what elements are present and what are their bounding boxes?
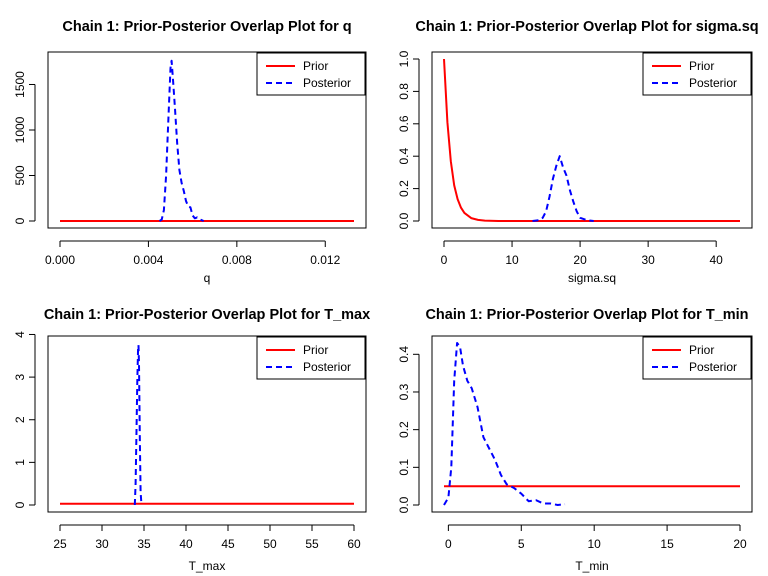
x-tick-label: 35 [137,537,151,551]
x-tick-label: 0.008 [222,253,252,267]
plot-frame [47,335,367,513]
x-tick-label: 50 [263,537,277,551]
y-tick-label: 0.1 [397,459,411,476]
y-tick-label: 0.6 [397,115,411,132]
legend-label: Posterior [303,76,351,90]
x-tick-label: 10 [588,537,602,551]
legend-label: Posterior [689,360,737,374]
legend: Prior Posterior [256,52,366,96]
x-axis: 0.000 0.004 0.008 0.012 [45,240,341,267]
x-tick-label: 40 [710,253,724,267]
series-group [443,58,740,222]
legend-label: Prior [689,59,714,73]
legend: Prior Posterior [642,52,752,96]
x-axis-label: q [204,271,211,285]
y-axis: 0 1 2 3 4 [13,331,36,508]
y-tick-label: 1.0 [397,50,411,67]
x-tick-label: 15 [660,537,674,551]
x-tick-label: 30 [95,537,109,551]
series-line-posterior [133,344,143,506]
series-group [60,59,354,222]
series-line-posterior [443,342,566,506]
y-tick-label: 4 [13,331,27,338]
legend-label: Posterior [303,360,351,374]
x-tick-label: 0.012 [310,253,340,267]
legend-box [642,336,752,380]
x-tick-label: 0.000 [45,253,75,267]
x-tick-label: 25 [53,537,67,551]
y-tick-label: 0.8 [397,83,411,100]
y-tick-label: 0.4 [397,148,411,165]
legend-label: Prior [303,343,328,357]
chart-title: Chain 1: Prior-Posterior Overlap Plot fo… [44,307,370,323]
plot-frame [431,51,753,229]
x-axis-label: sigma.sq [568,271,616,285]
y-tick-label: 0 [13,501,27,508]
series-line-prior [443,58,740,222]
y-tick-label: 1000 [13,116,27,143]
x-axis-label: T_max [189,559,226,573]
y-tick-label: 0.3 [397,383,411,400]
y-tick-label: 1500 [13,71,27,98]
series-line-posterior [158,59,205,222]
chart-panel-3: Chain 1: Prior-Posterior Overlap Plot fo… [13,307,370,573]
plot-frame [431,335,753,513]
y-axis: 0.0 0.2 0.4 0.6 0.8 1.0 [397,50,420,229]
series-line-posterior [532,155,594,222]
x-tick-label: 5 [518,537,525,551]
x-tick-label: 0 [445,537,452,551]
x-tick-label: 0.004 [133,253,163,267]
x-tick-label: 20 [733,537,747,551]
x-tick-label: 30 [641,253,655,267]
y-axis: 0 500 1000 1500 [13,71,36,224]
y-tick-label: 3 [13,373,27,380]
x-tick-label: 45 [221,537,235,551]
x-tick-label: 40 [179,537,193,551]
legend-label: Prior [303,59,328,73]
y-tick-label: 0.0 [397,496,411,513]
x-tick-label: 20 [573,253,587,267]
chart-title: Chain 1: Prior-Posterior Overlap Plot fo… [62,19,351,35]
series-group [60,344,354,506]
y-tick-label: 2 [13,416,27,423]
y-tick-label: 0.2 [397,180,411,197]
plot-frame [47,51,367,229]
panels: Chain 1: Prior-Posterior Overlap Plot fo… [13,19,759,573]
legend-label: Prior [689,343,714,357]
x-tick-label: 0 [441,253,448,267]
x-tick-label: 10 [505,253,519,267]
x-axis-label: T_min [575,559,608,573]
y-axis: 0.0 0.1 0.2 0.3 0.4 [397,346,420,513]
y-tick-label: 0.4 [397,346,411,363]
y-tick-label: 500 [13,165,27,185]
legend: Prior Posterior [642,336,752,380]
x-tick-label: 60 [347,537,361,551]
chart-panel-4: Chain 1: Prior-Posterior Overlap Plot fo… [397,307,753,573]
y-tick-label: 0.0 [397,212,411,229]
series-group [443,342,740,506]
y-tick-label: 0 [13,217,27,224]
x-axis: 25 30 35 40 45 50 55 60 [53,524,361,551]
x-axis: 0 5 10 15 20 [445,524,747,551]
legend-box [256,336,366,380]
legend-box [642,52,752,96]
y-tick-label: 0.2 [397,421,411,438]
legend: Prior Posterior [256,336,366,380]
x-axis: 0 10 20 30 40 [441,240,724,267]
chart-panel-2: Chain 1: Prior-Posterior Overlap Plot fo… [397,19,759,285]
y-tick-label: 1 [13,459,27,466]
legend-label: Posterior [689,76,737,90]
chart-panel-1: Chain 1: Prior-Posterior Overlap Plot fo… [13,19,367,285]
chart-title: Chain 1: Prior-Posterior Overlap Plot fo… [415,19,758,35]
chart-title: Chain 1: Prior-Posterior Overlap Plot fo… [425,307,748,323]
x-tick-label: 55 [305,537,319,551]
legend-box [256,52,366,96]
